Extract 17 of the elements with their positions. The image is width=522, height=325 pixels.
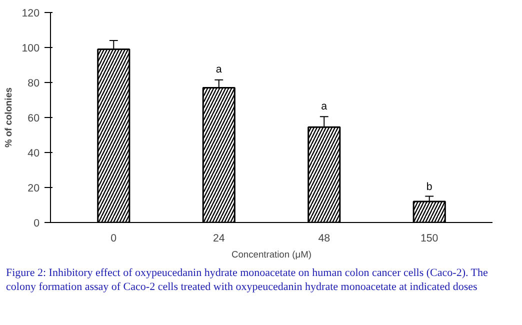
y-tick-label: 100	[22, 42, 40, 54]
y-tick-label: 80	[28, 78, 40, 90]
y-tick-label: 60	[28, 112, 40, 124]
y-tick-label: 0	[34, 218, 40, 230]
annotation: a	[321, 100, 328, 112]
caption: Figure 2: Inhibitory effect of oxypeucedanin hydrate monoacetate on human colon cancer cells (Caco-2). The colony formation assay of Caco-2 cells treated with oxypeucedanin hydrate monoacetate at indicated doses	[6, 267, 489, 294]
y-tick-label: 40	[28, 148, 40, 160]
x-axis-title: Concentration (μM)	[231, 250, 312, 260]
x-tick-label: 150	[420, 232, 438, 244]
y-axis-title: % of colonies	[4, 87, 14, 148]
x-tick-label: 24	[212, 232, 225, 244]
annotation: a	[216, 64, 222, 76]
x-tick-label: 0	[110, 232, 117, 244]
x-tick-label: 48	[318, 232, 330, 244]
annotation: b	[426, 180, 432, 193]
y-tick-label: 20	[28, 182, 40, 194]
y-tick-label: 120	[22, 8, 40, 20]
